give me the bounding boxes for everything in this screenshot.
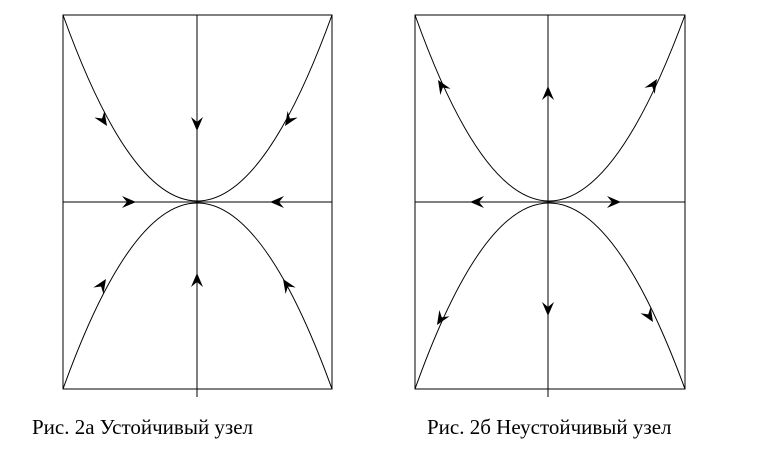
arrow-head xyxy=(94,110,107,126)
arrow-head xyxy=(607,196,621,208)
arrow-head xyxy=(283,279,296,295)
upper-trajectory xyxy=(414,14,686,202)
arrow-head xyxy=(191,273,203,287)
figure-caption-b: Рис. 2б Неустойчивый узел xyxy=(427,415,672,439)
arrow-head xyxy=(270,196,284,208)
stable-node-diagram xyxy=(0,0,350,410)
arrow-head xyxy=(285,110,298,126)
lower-trajectory xyxy=(62,202,333,390)
arrow-head xyxy=(470,196,484,208)
arrow-head xyxy=(122,196,136,208)
figure-caption-a: Рис. 2а Устойчивый узел xyxy=(32,415,254,439)
unstable-node-phase-portrait xyxy=(414,14,686,397)
arrow-head xyxy=(644,79,657,95)
arrow-head xyxy=(542,86,554,100)
lower-trajectory xyxy=(414,202,686,390)
upper-trajectory xyxy=(62,14,333,202)
arrow-head xyxy=(542,302,554,316)
arrow-head xyxy=(191,117,203,131)
arrow-head xyxy=(93,279,106,295)
arrow-head xyxy=(437,309,450,325)
stable-node-phase-portrait xyxy=(62,14,333,397)
arrow-head xyxy=(640,306,653,322)
unstable-node-diagram xyxy=(350,0,700,410)
arrow-head xyxy=(438,80,451,96)
